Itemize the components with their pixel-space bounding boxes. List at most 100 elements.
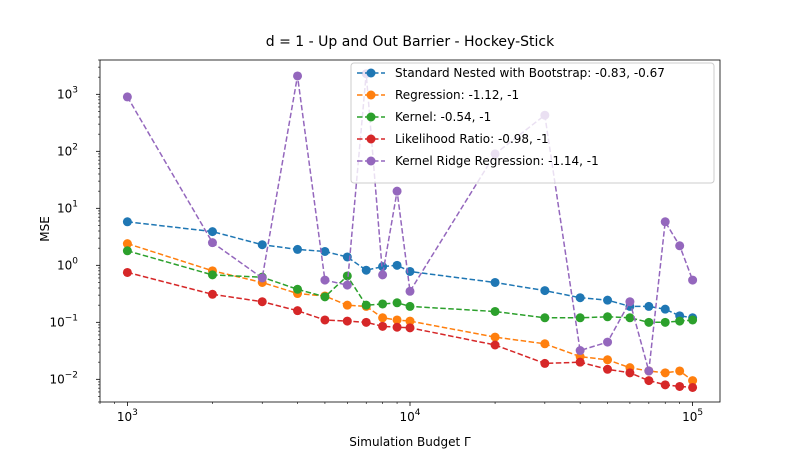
legend-item: Likelihood Ratio: -0.98, -1 xyxy=(357,132,549,146)
data-point xyxy=(688,275,698,285)
legend-marker xyxy=(366,134,376,144)
data-point xyxy=(378,321,388,331)
data-point xyxy=(320,246,330,256)
legend-label: Regression: -1.12, -1 xyxy=(395,88,519,102)
legend-box xyxy=(350,62,715,184)
data-point xyxy=(575,346,585,356)
legend-marker xyxy=(366,90,376,100)
data-point xyxy=(361,317,371,327)
data-point xyxy=(342,271,352,281)
data-point xyxy=(320,275,330,285)
data-point xyxy=(405,301,415,311)
x-tick-label: 104 xyxy=(399,408,420,424)
data-point xyxy=(122,239,132,249)
data-point xyxy=(257,240,267,250)
data-point xyxy=(207,289,217,299)
data-point xyxy=(540,286,550,296)
y-tick-label: 103 xyxy=(57,85,78,101)
x-tick-label: 103 xyxy=(117,408,138,424)
legend-marker xyxy=(366,156,376,166)
data-point xyxy=(625,313,635,323)
data-point xyxy=(675,316,685,326)
data-point xyxy=(320,292,330,302)
data-point xyxy=(490,277,500,287)
data-point xyxy=(490,306,500,316)
data-point xyxy=(644,317,654,327)
data-point xyxy=(675,366,685,376)
data-point xyxy=(490,340,500,350)
data-point xyxy=(392,315,402,325)
data-point xyxy=(603,364,613,374)
x-axis-label: Simulation Budget Γ xyxy=(349,435,471,449)
data-point xyxy=(257,273,267,283)
data-point xyxy=(688,376,698,386)
data-point xyxy=(392,322,402,332)
data-point xyxy=(122,217,132,227)
data-point xyxy=(603,312,613,322)
data-point xyxy=(675,241,685,251)
data-point xyxy=(361,265,371,275)
y-tick-label: 101 xyxy=(57,199,78,215)
data-point xyxy=(342,280,352,290)
data-point xyxy=(625,297,635,307)
y-axis-label: MSE xyxy=(38,216,52,242)
data-point xyxy=(675,381,685,391)
data-point xyxy=(625,368,635,378)
data-point xyxy=(378,313,388,323)
data-point xyxy=(122,92,132,102)
data-point xyxy=(293,306,303,316)
data-point xyxy=(688,315,698,325)
data-point xyxy=(540,358,550,368)
data-point xyxy=(575,313,585,323)
data-point xyxy=(293,71,303,81)
data-point xyxy=(490,332,500,342)
data-point xyxy=(540,339,550,349)
data-point xyxy=(603,295,613,305)
y-tick-label: 102 xyxy=(57,142,78,158)
y-tick-label: 10−1 xyxy=(49,313,78,329)
data-point xyxy=(405,286,415,296)
y-tick-label: 10−2 xyxy=(49,370,78,386)
legend-item: Standard Nested with Bootstrap: -0.83, -… xyxy=(357,66,665,80)
data-point xyxy=(644,366,654,376)
x-axis: 103 104 105 xyxy=(99,402,703,424)
data-point xyxy=(342,316,352,326)
data-point xyxy=(660,380,670,390)
data-point xyxy=(293,284,303,294)
legend-label: Likelihood Ratio: -0.98, -1 xyxy=(395,132,549,146)
data-point xyxy=(392,186,402,196)
data-point xyxy=(122,267,132,277)
chart-title: d = 1 - Up and Out Barrier - Hockey-Stic… xyxy=(266,34,555,50)
data-point xyxy=(207,227,217,237)
data-point xyxy=(603,355,613,365)
data-point xyxy=(207,270,217,280)
data-point xyxy=(688,382,698,392)
legend-label: Kernel Ridge Regression: -1.14, -1 xyxy=(395,154,599,168)
data-point xyxy=(320,315,330,325)
data-point xyxy=(342,300,352,310)
data-point xyxy=(644,301,654,311)
legend-marker xyxy=(366,112,376,122)
legend: Standard Nested with Bootstrap: -0.83, -… xyxy=(350,62,715,184)
y-axis: 10−2 10−1 100 101 102 103 xyxy=(49,59,100,403)
data-point xyxy=(293,244,303,254)
y-tick-label: 100 xyxy=(57,256,78,272)
data-point xyxy=(405,316,415,326)
data-point xyxy=(378,270,388,280)
data-point xyxy=(575,357,585,367)
x-tick-label: 105 xyxy=(682,408,703,424)
data-point xyxy=(392,298,402,308)
legend-item: Regression: -1.12, -1 xyxy=(357,88,519,102)
data-point xyxy=(660,368,670,378)
data-point xyxy=(122,246,132,256)
data-point xyxy=(540,313,550,323)
data-point xyxy=(660,304,670,314)
data-point xyxy=(660,217,670,227)
data-point xyxy=(644,376,654,386)
legend-label: Kernel: -0.54, -1 xyxy=(395,110,491,124)
data-point xyxy=(257,297,267,307)
legend-item: Kernel Ridge Regression: -1.14, -1 xyxy=(357,154,599,168)
data-point xyxy=(660,317,670,327)
data-point xyxy=(392,260,402,270)
